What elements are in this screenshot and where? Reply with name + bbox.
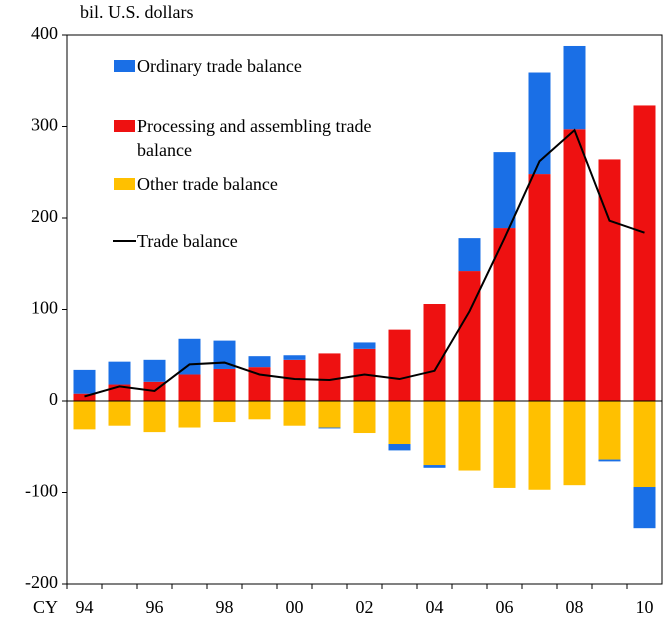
x-tick-label: 96 bbox=[146, 597, 164, 617]
bar bbox=[318, 353, 341, 401]
bar bbox=[563, 129, 586, 401]
legend-label: Other trade balance bbox=[137, 174, 278, 194]
x-axis-label: CY bbox=[33, 597, 58, 617]
y-tick-label: 300 bbox=[31, 115, 58, 135]
bar bbox=[318, 427, 341, 429]
bar bbox=[213, 368, 236, 401]
bar bbox=[178, 401, 201, 428]
bar bbox=[73, 401, 96, 430]
bar bbox=[318, 401, 341, 428]
y-tick-label: 400 bbox=[31, 23, 58, 43]
x-tick-label: 04 bbox=[426, 597, 444, 617]
x-tick-label: 06 bbox=[496, 597, 514, 617]
legend-label: Ordinary trade balance bbox=[137, 56, 302, 76]
bar bbox=[388, 329, 411, 401]
bar bbox=[528, 72, 551, 175]
legend-swatch bbox=[114, 178, 135, 190]
y-tick-label: 200 bbox=[31, 206, 58, 226]
x-tick-label: 98 bbox=[216, 597, 234, 617]
y-tick-label: -100 bbox=[25, 481, 58, 501]
bar bbox=[493, 401, 516, 488]
bar bbox=[388, 444, 411, 451]
bar bbox=[178, 338, 201, 375]
bar bbox=[528, 401, 551, 490]
x-tick-label: 08 bbox=[566, 597, 584, 617]
bar bbox=[248, 401, 271, 420]
bar bbox=[388, 401, 411, 445]
legend-swatch bbox=[114, 120, 135, 132]
x-tick-label: 00 bbox=[286, 597, 304, 617]
bar bbox=[423, 465, 446, 468]
bar bbox=[633, 487, 656, 529]
bar bbox=[73, 393, 96, 401]
legend-label: Processing and assembling trade balance bbox=[137, 116, 372, 160]
bar bbox=[143, 401, 166, 433]
legend-label: Trade balance bbox=[137, 231, 238, 251]
line-series bbox=[84, 128, 645, 398]
x-tick-label: 02 bbox=[356, 597, 374, 617]
bar bbox=[213, 401, 236, 423]
legend-swatch bbox=[114, 60, 135, 72]
bar bbox=[423, 401, 446, 466]
bar bbox=[108, 361, 131, 385]
bar bbox=[283, 401, 306, 426]
bar bbox=[458, 401, 481, 471]
x-tick-label: 94 bbox=[76, 597, 94, 617]
bar bbox=[248, 356, 271, 368]
y-axis-label: bil. U.S. dollars bbox=[80, 2, 194, 22]
bar bbox=[178, 374, 201, 401]
y-tick-label: 0 bbox=[49, 389, 58, 409]
bar bbox=[633, 105, 656, 401]
x-tick-label: 10 bbox=[636, 597, 654, 617]
bar bbox=[598, 459, 621, 462]
bar bbox=[493, 228, 516, 401]
bar bbox=[143, 359, 166, 382]
bar bbox=[283, 359, 306, 401]
bar bbox=[493, 152, 516, 229]
bar bbox=[353, 401, 376, 434]
bar bbox=[563, 45, 586, 130]
bar bbox=[283, 355, 306, 360]
bar bbox=[598, 159, 621, 401]
bar bbox=[528, 174, 551, 401]
bar bbox=[598, 401, 621, 460]
y-tick-label: -200 bbox=[25, 572, 58, 592]
bar bbox=[108, 401, 131, 426]
bar bbox=[633, 401, 656, 488]
bar bbox=[353, 342, 376, 349]
bar bbox=[458, 238, 481, 272]
bar bbox=[423, 304, 446, 401]
bar bbox=[563, 401, 586, 486]
bar bbox=[73, 369, 96, 394]
bar bbox=[458, 271, 481, 401]
y-tick-label: 100 bbox=[31, 298, 58, 318]
